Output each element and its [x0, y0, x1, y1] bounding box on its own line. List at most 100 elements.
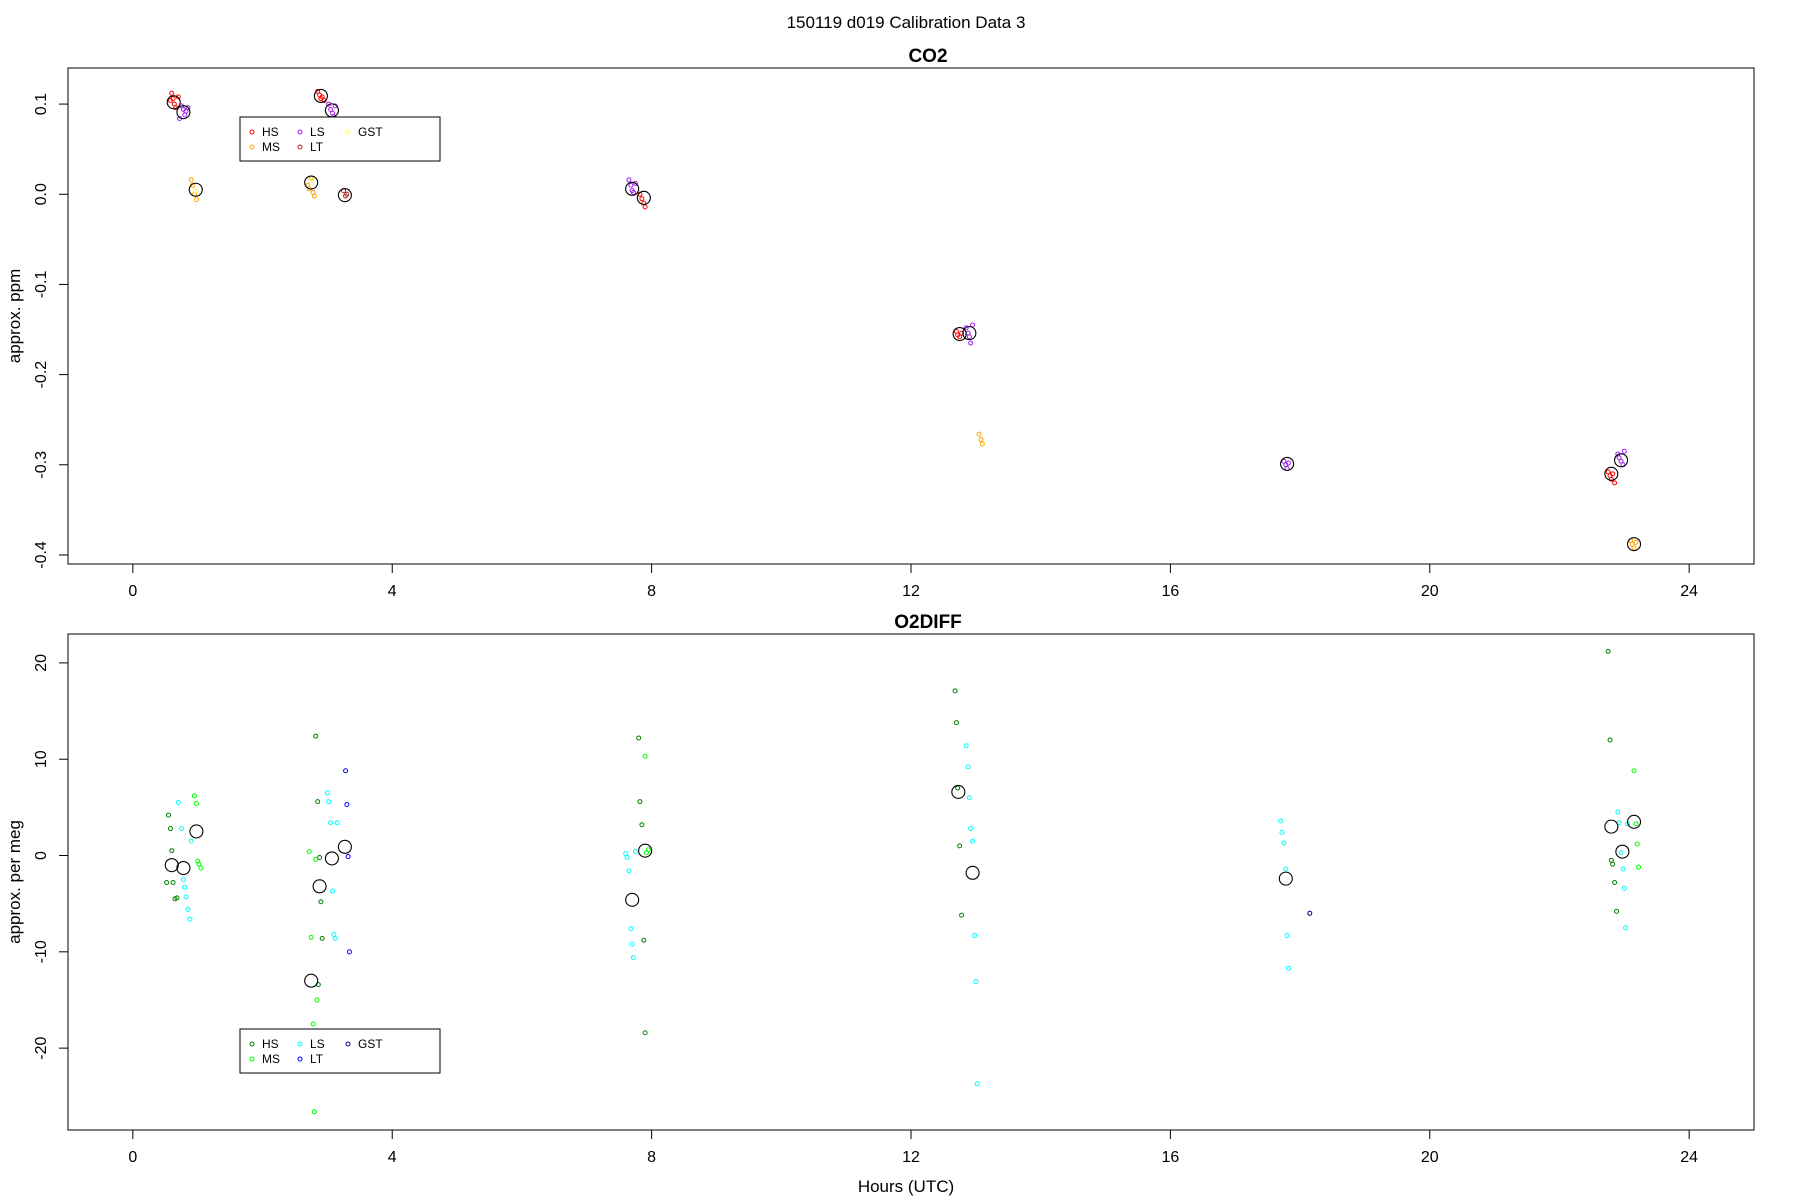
co2-point-ls	[968, 340, 974, 346]
co2-point-hs	[169, 90, 175, 96]
co2-point-hs	[959, 330, 965, 336]
co2-point-hs	[319, 94, 325, 100]
o2diff-y-axis-label: approx. per meg	[5, 820, 24, 944]
o2diff-x-tick-label: 16	[1161, 1149, 1179, 1166]
o2diff-legend-marker-ms	[249, 1056, 255, 1062]
co2-point-hs	[1608, 476, 1614, 482]
co2-point-ls	[632, 180, 638, 186]
co2-point-lt	[344, 191, 350, 197]
co2-legend-box	[239, 116, 441, 162]
o2diff-point-ls	[334, 820, 340, 826]
co2-point-ms	[1633, 539, 1639, 545]
o2diff-legend-label-ms: MS	[262, 1052, 280, 1066]
co2-legend-label-hs: HS	[262, 125, 279, 139]
o2diff-point-lt	[346, 949, 352, 955]
co2-point-ls	[626, 177, 632, 183]
o2diff-point-ms	[196, 861, 202, 867]
o2diff-legend-label-hs: HS	[262, 1037, 279, 1051]
co2-point-hs	[642, 204, 648, 210]
co2-point-ls	[185, 105, 191, 111]
o2diff-point-ms	[193, 801, 199, 807]
o2diff-mean-point	[189, 824, 204, 839]
o2diff-x-tick-label: 20	[1421, 1149, 1439, 1166]
o2diff-point-hs	[639, 822, 645, 828]
co2-point-ls	[1285, 460, 1291, 466]
co2-x-tick-label: 12	[902, 583, 920, 600]
o2diff-mean-point	[951, 784, 966, 799]
co2-x-tick-label: 16	[1161, 583, 1179, 600]
o2diff-legend-box	[239, 1028, 441, 1074]
o2diff-point-ls	[175, 800, 181, 806]
o2diff-point-ls	[182, 884, 188, 890]
o2diff-mean-point	[965, 865, 980, 880]
o2diff-point-hs	[1614, 908, 1620, 914]
o2diff-point-ls	[965, 764, 971, 770]
o2diff-point-ls	[188, 838, 194, 844]
o2diff-point-ms	[306, 849, 312, 855]
co2-legend-marker-gst	[345, 129, 351, 135]
co2-legend-marker-hs	[249, 129, 255, 135]
co2-point-ls	[966, 334, 972, 340]
o2diff-point-hs	[642, 1030, 648, 1036]
co2-point-hs	[1610, 471, 1616, 477]
co2-panel: CO2 approx. ppm 0 4 8 12 16 20 24 -0.4 -0.3 -0.2…	[5, 46, 1755, 600]
o2diff-point-hs	[319, 935, 325, 941]
co2-point-ls	[1618, 458, 1624, 464]
co2-mean-point	[313, 88, 328, 104]
o2diff-point-ms	[1631, 768, 1637, 774]
co2-point-hs	[639, 196, 645, 202]
o2diff-mean-point	[164, 858, 179, 873]
o2diff-point-ls	[1284, 932, 1290, 938]
o2diff-point-ls	[963, 743, 969, 749]
o2diff-legend-marker-gst	[345, 1041, 351, 1047]
figure-suptitle: 150119 d019 Calibration Data 3	[787, 13, 1026, 32]
o2diff-point-hs	[959, 912, 965, 918]
o2diff-point-ls	[1279, 829, 1285, 835]
o2diff-legend-marker-ls	[297, 1041, 303, 1047]
o2diff-point-ls	[185, 906, 191, 912]
o2diff-point-hs	[174, 895, 180, 901]
o2diff-point-ms	[313, 856, 319, 862]
co2-point-hs	[957, 334, 963, 340]
o2diff-y-tick-label: -10	[33, 940, 50, 963]
o2diff-point-hs	[167, 826, 173, 832]
o2diff-point-hs	[957, 843, 963, 849]
o2diff-point-ls	[626, 868, 632, 874]
o2diff-point-ls	[324, 790, 330, 796]
o2diff-point-ls	[968, 826, 974, 832]
o2diff-point-ls	[1285, 965, 1291, 971]
co2-mean-point	[1626, 537, 1642, 552]
co2-point-gst	[192, 188, 198, 194]
o2diff-point-hs	[1607, 737, 1613, 743]
o2diff-point-hs	[170, 879, 176, 885]
co2-points	[166, 88, 1642, 552]
co2-y-tick-label: -0.3	[33, 451, 50, 479]
o2diff-point-ls	[1281, 840, 1287, 846]
o2diff-point-ms	[198, 865, 204, 871]
o2diff-point-ls	[180, 877, 186, 883]
o2diff-mean-point	[638, 843, 653, 858]
o2diff-point-ls	[328, 820, 334, 826]
co2-mean-point	[1614, 453, 1629, 468]
o2diff-mean-point	[304, 973, 319, 988]
o2diff-mean-point	[1278, 871, 1293, 886]
co2-x-tick-label: 24	[1680, 583, 1698, 600]
o2diff-point-lt	[344, 801, 350, 807]
o2diff-point-ls	[1623, 925, 1629, 931]
co2-point-hs	[1605, 469, 1611, 475]
o2diff-legend-marker-hs	[249, 1041, 255, 1047]
o2diff-point-hs	[164, 879, 170, 885]
co2-y-ticks: -0.4 -0.3 -0.2 -0.1 0.0 0.1	[33, 93, 69, 569]
co2-point-ls	[1281, 458, 1287, 464]
o2diff-point-ls	[1620, 866, 1626, 872]
o2diff-point-ls	[973, 979, 979, 985]
o2diff-point-ls	[1621, 885, 1627, 891]
co2-point-ms	[979, 441, 985, 447]
co2-mean-point	[176, 105, 191, 120]
co2-point-hs	[1612, 480, 1618, 486]
o2diff-point-lt	[345, 853, 351, 859]
o2diff-point-ms	[1636, 864, 1642, 870]
co2-y-tick-label: -0.4	[33, 541, 50, 569]
o2diff-point-hs	[166, 812, 172, 818]
